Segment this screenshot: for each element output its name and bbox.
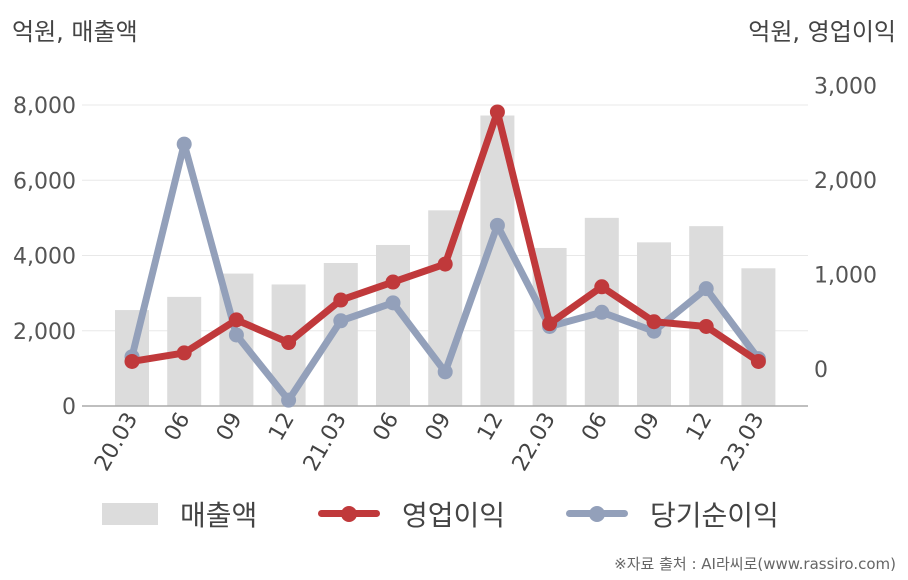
- chart-area: 0 2,000 4,000 6,000 8,000 0 1,000 2,000 3,000 20.…: [13, 75, 877, 476]
- legend-label-net-income: 당기순이익: [650, 499, 779, 532]
- point-operating-profit: [437, 256, 453, 272]
- left-tick-label: 8,000: [13, 94, 76, 119]
- point-operating-profit: [646, 314, 662, 330]
- point-operating-profit: [281, 335, 297, 351]
- legend: 매출액 영업이익 당기순이익: [0, 492, 908, 536]
- point-net-income: [228, 327, 244, 343]
- point-operating-profit: [333, 292, 349, 308]
- x-tick-label: 12: [473, 409, 509, 446]
- bar-revenue: [376, 244, 410, 406]
- legend-swatch-revenue: [102, 503, 158, 525]
- right-tick-label: 1,000: [814, 264, 877, 289]
- x-tick-label: 06: [160, 409, 196, 446]
- point-net-income: [594, 304, 610, 320]
- point-operating-profit: [542, 316, 558, 332]
- point-operating-profit: [228, 312, 244, 328]
- x-tick-label: 12: [264, 409, 300, 446]
- x-tick-label: 22.03: [508, 409, 561, 476]
- point-operating-profit: [489, 104, 505, 120]
- point-operating-profit: [698, 318, 714, 334]
- left-tick-label: 6,000: [13, 169, 76, 194]
- point-operating-profit: [124, 353, 140, 369]
- right-tick-label: 3,000: [814, 75, 877, 100]
- point-net-income: [385, 295, 401, 311]
- point-net-income: [281, 392, 297, 408]
- legend-item-operating-profit: 영업이익: [318, 492, 505, 536]
- left-axis-unit: 억원, 매출액: [12, 18, 138, 46]
- point-net-income: [333, 313, 349, 329]
- legend-swatch-net-income: [566, 503, 628, 525]
- left-tick-label: 0: [62, 395, 76, 420]
- x-tick-label: 23.03: [716, 409, 769, 476]
- point-net-income: [489, 217, 505, 233]
- point-operating-profit: [385, 274, 401, 290]
- x-tick-label: 20.03: [90, 409, 143, 476]
- x-tick-label: 21.03: [299, 409, 352, 476]
- legend-item-revenue: 매출액: [102, 492, 257, 536]
- left-tick-label: 2,000: [13, 320, 76, 345]
- legend-label-revenue: 매출액: [180, 499, 258, 532]
- right-tick-label: 0: [814, 358, 828, 383]
- point-net-income: [437, 364, 453, 380]
- point-net-income: [698, 281, 714, 297]
- x-tick-label: 06: [369, 409, 405, 446]
- point-operating-profit: [594, 279, 610, 295]
- x-tick-label: 06: [577, 409, 613, 446]
- bar-revenue: [689, 226, 724, 406]
- x-tick-label: 09: [212, 409, 248, 446]
- source-credit: ※자료 출처 : AI라씨로(www.rassiro.com): [614, 555, 896, 573]
- x-tick-label: 12: [682, 409, 718, 446]
- left-tick-label: 4,000: [13, 245, 76, 270]
- right-tick-label: 2,000: [814, 169, 877, 194]
- x-tick-label: 09: [421, 409, 457, 446]
- point-net-income: [176, 136, 192, 152]
- right-axis-unit: 억원, 영업이익: [748, 18, 896, 46]
- x-tick-label: 09: [630, 409, 666, 446]
- point-operating-profit: [750, 353, 766, 369]
- bar-revenue: [741, 268, 776, 406]
- legend-item-net-income: 당기순이익: [566, 492, 779, 536]
- point-operating-profit: [176, 345, 192, 361]
- legend-label-operating-profit: 영업이익: [402, 499, 506, 532]
- legend-swatch-operating-profit: [318, 503, 380, 525]
